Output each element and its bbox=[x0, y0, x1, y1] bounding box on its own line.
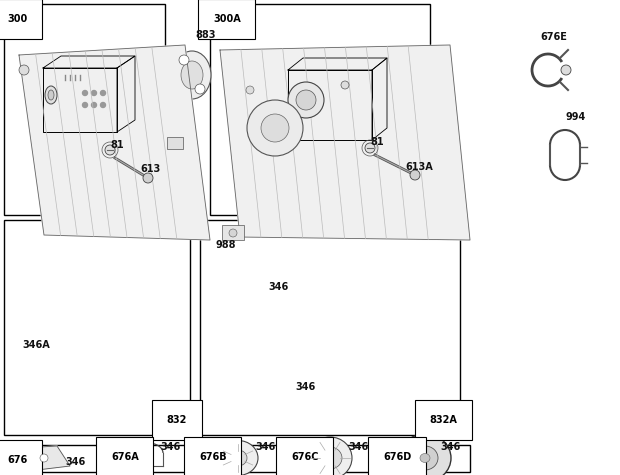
Ellipse shape bbox=[181, 61, 203, 89]
Circle shape bbox=[92, 103, 97, 107]
Text: eReplacementParts.com: eReplacementParts.com bbox=[200, 228, 420, 247]
Bar bbox=[4, 4, 165, 215]
Polygon shape bbox=[288, 58, 387, 70]
Text: 676B: 676B bbox=[199, 452, 227, 462]
Polygon shape bbox=[24, 446, 70, 470]
Ellipse shape bbox=[318, 447, 342, 469]
Bar bbox=[200, 220, 460, 435]
Text: 81: 81 bbox=[370, 137, 384, 147]
Text: 300: 300 bbox=[7, 14, 27, 24]
Text: 883: 883 bbox=[195, 30, 216, 40]
Circle shape bbox=[100, 91, 105, 95]
Bar bbox=[4, 220, 190, 435]
Text: 676: 676 bbox=[7, 455, 27, 465]
Bar bbox=[4, 445, 100, 472]
Circle shape bbox=[246, 86, 254, 94]
Text: 346: 346 bbox=[65, 457, 86, 467]
Bar bbox=[196, 445, 280, 472]
Polygon shape bbox=[43, 56, 135, 68]
Circle shape bbox=[143, 173, 153, 183]
Polygon shape bbox=[43, 68, 117, 132]
Text: 346A: 346A bbox=[22, 340, 50, 350]
Text: 988: 988 bbox=[215, 240, 236, 250]
Circle shape bbox=[19, 65, 29, 75]
Circle shape bbox=[261, 114, 289, 142]
Polygon shape bbox=[372, 58, 387, 140]
Circle shape bbox=[561, 65, 571, 75]
Text: 346: 346 bbox=[440, 442, 460, 452]
Bar bbox=[210, 4, 430, 215]
Text: 300A: 300A bbox=[213, 14, 241, 24]
Ellipse shape bbox=[308, 437, 352, 475]
Circle shape bbox=[105, 145, 115, 155]
Circle shape bbox=[100, 103, 105, 107]
Circle shape bbox=[229, 229, 237, 237]
Bar bbox=[222, 225, 244, 240]
Ellipse shape bbox=[399, 434, 451, 475]
Circle shape bbox=[288, 82, 324, 118]
Polygon shape bbox=[220, 45, 470, 240]
Text: 346: 346 bbox=[160, 442, 180, 452]
Circle shape bbox=[92, 91, 97, 95]
Polygon shape bbox=[288, 70, 372, 140]
Bar bbox=[380, 445, 470, 472]
Circle shape bbox=[195, 84, 205, 94]
Text: 832: 832 bbox=[167, 415, 187, 425]
Text: 613A: 613A bbox=[405, 162, 433, 172]
Text: 346: 346 bbox=[255, 442, 275, 452]
Ellipse shape bbox=[218, 440, 258, 475]
Circle shape bbox=[40, 454, 48, 462]
Circle shape bbox=[296, 90, 316, 110]
Ellipse shape bbox=[45, 86, 57, 104]
Text: 676D: 676D bbox=[383, 452, 411, 462]
Circle shape bbox=[410, 170, 420, 180]
Text: 676A: 676A bbox=[111, 452, 139, 462]
Ellipse shape bbox=[412, 446, 438, 470]
Circle shape bbox=[365, 143, 375, 153]
Text: 613: 613 bbox=[140, 164, 160, 174]
Text: 676E: 676E bbox=[540, 32, 567, 42]
Polygon shape bbox=[19, 45, 210, 240]
Ellipse shape bbox=[173, 51, 211, 99]
Circle shape bbox=[341, 81, 349, 89]
Text: 994: 994 bbox=[566, 112, 587, 122]
Bar bbox=[167, 137, 183, 149]
Text: 676C: 676C bbox=[291, 452, 319, 462]
Circle shape bbox=[82, 91, 87, 95]
Bar bbox=[108, 445, 188, 472]
Circle shape bbox=[247, 100, 303, 156]
Text: 832A: 832A bbox=[429, 415, 457, 425]
Text: 81: 81 bbox=[110, 140, 123, 150]
Circle shape bbox=[82, 103, 87, 107]
Polygon shape bbox=[117, 56, 135, 132]
Text: 346: 346 bbox=[268, 282, 288, 292]
Text: 346: 346 bbox=[295, 382, 315, 392]
Text: 346: 346 bbox=[348, 442, 368, 452]
Bar bbox=[288, 445, 372, 472]
Ellipse shape bbox=[229, 450, 247, 466]
Ellipse shape bbox=[420, 454, 430, 463]
Ellipse shape bbox=[48, 90, 54, 100]
Circle shape bbox=[179, 55, 189, 65]
